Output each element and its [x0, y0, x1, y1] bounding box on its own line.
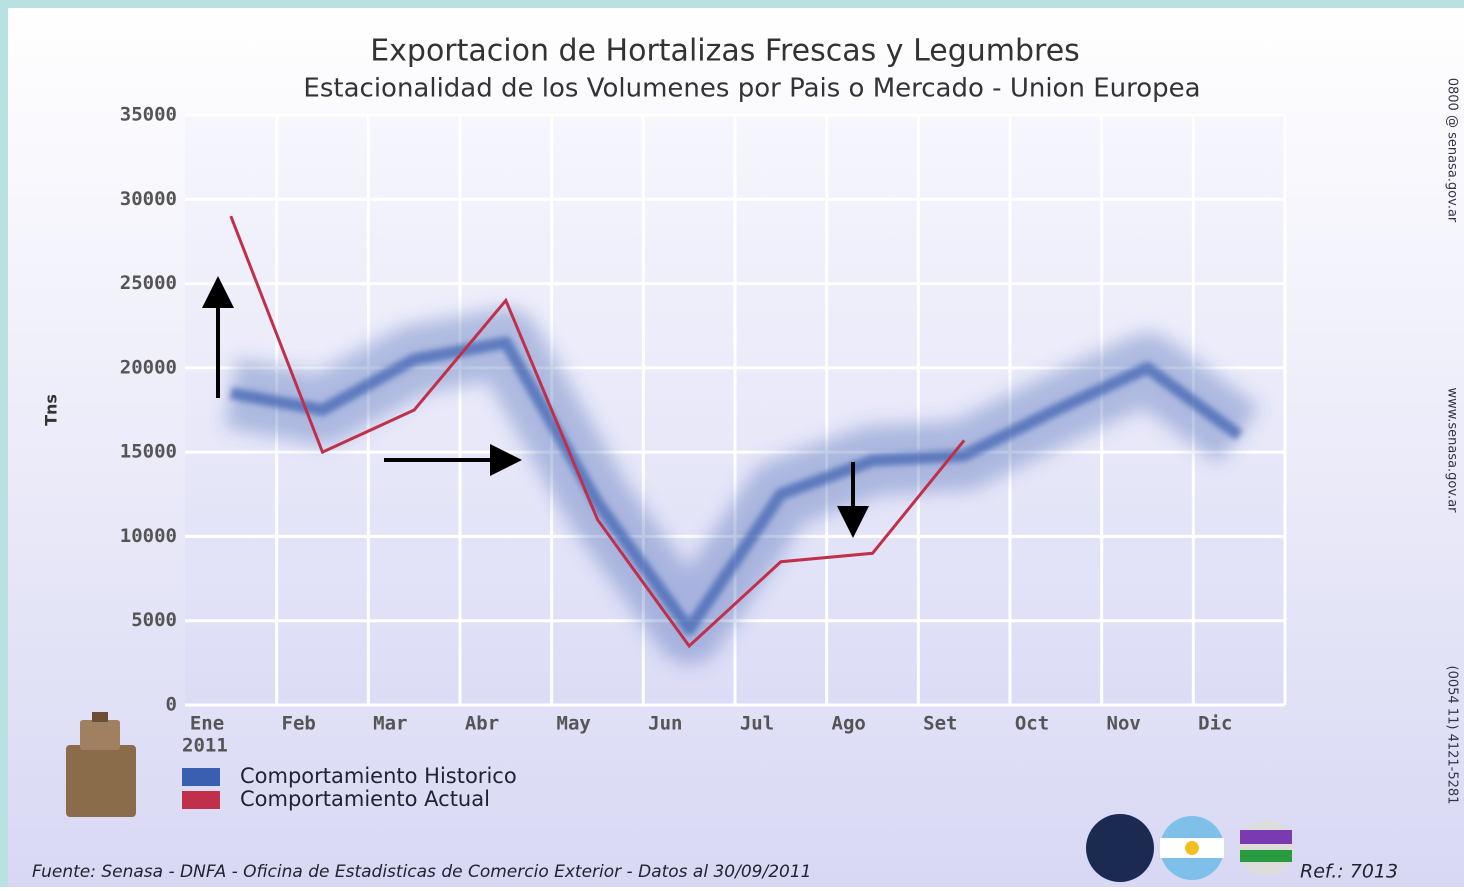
- x-tick-label: Jul: [740, 713, 774, 735]
- side-text: (0054 11) 4121-5281: [1445, 666, 1460, 805]
- x-tick-label: Jun: [648, 713, 682, 735]
- x-tick-label: Feb: [282, 713, 316, 735]
- y-tick-label: 30000: [120, 188, 177, 210]
- chart-subtitle: Estacionalidad de los Volumenes por Pais…: [303, 74, 1200, 104]
- x-tick-label: Ene: [190, 713, 224, 735]
- x-tick-label: Oct: [1015, 713, 1049, 735]
- y-axis-label: Tns: [42, 394, 61, 426]
- legend-swatch: [182, 791, 220, 809]
- chart-title: Exportacion de Hortalizas Frescas y Legu…: [370, 34, 1080, 69]
- y-tick-label: 10000: [120, 525, 177, 547]
- x-tick-label: Abr: [465, 713, 499, 735]
- y-tick-label: 25000: [120, 272, 177, 294]
- legend-swatch: [182, 768, 220, 786]
- year-label: 2011: [182, 735, 228, 757]
- y-tick-label: 5000: [131, 609, 177, 631]
- reference: Ref.: 7013: [1300, 861, 1398, 883]
- series-line: [229, 215, 966, 649]
- y-tick-label: 15000: [120, 441, 177, 463]
- plot: [185, 113, 1287, 707]
- y-tick-label: 35000: [120, 104, 177, 126]
- legend-label: Comportamiento Historico: [240, 764, 517, 788]
- x-tick-label: May: [557, 713, 591, 735]
- x-tick-label: Set: [923, 713, 957, 735]
- legend-label: Comportamiento Actual: [240, 787, 490, 811]
- x-tick-label: Mar: [373, 713, 407, 735]
- y-tick-label: 20000: [120, 356, 177, 378]
- x-tick-label: Ago: [832, 713, 866, 735]
- source: Fuente: Senasa - DNFA - Oficina de Estad…: [32, 862, 811, 882]
- side-text: www.senasa.gov.ar: [1445, 387, 1460, 513]
- x-tick-label: Dic: [1198, 713, 1232, 735]
- history-line: [229, 336, 1243, 636]
- side-text: 0800 @ senasa.gov.ar: [1445, 78, 1460, 223]
- y-tick-label: 0: [166, 694, 177, 716]
- logos: [1086, 814, 1294, 882]
- weight-icon: [66, 712, 136, 817]
- x-tick-label: Nov: [1107, 713, 1141, 735]
